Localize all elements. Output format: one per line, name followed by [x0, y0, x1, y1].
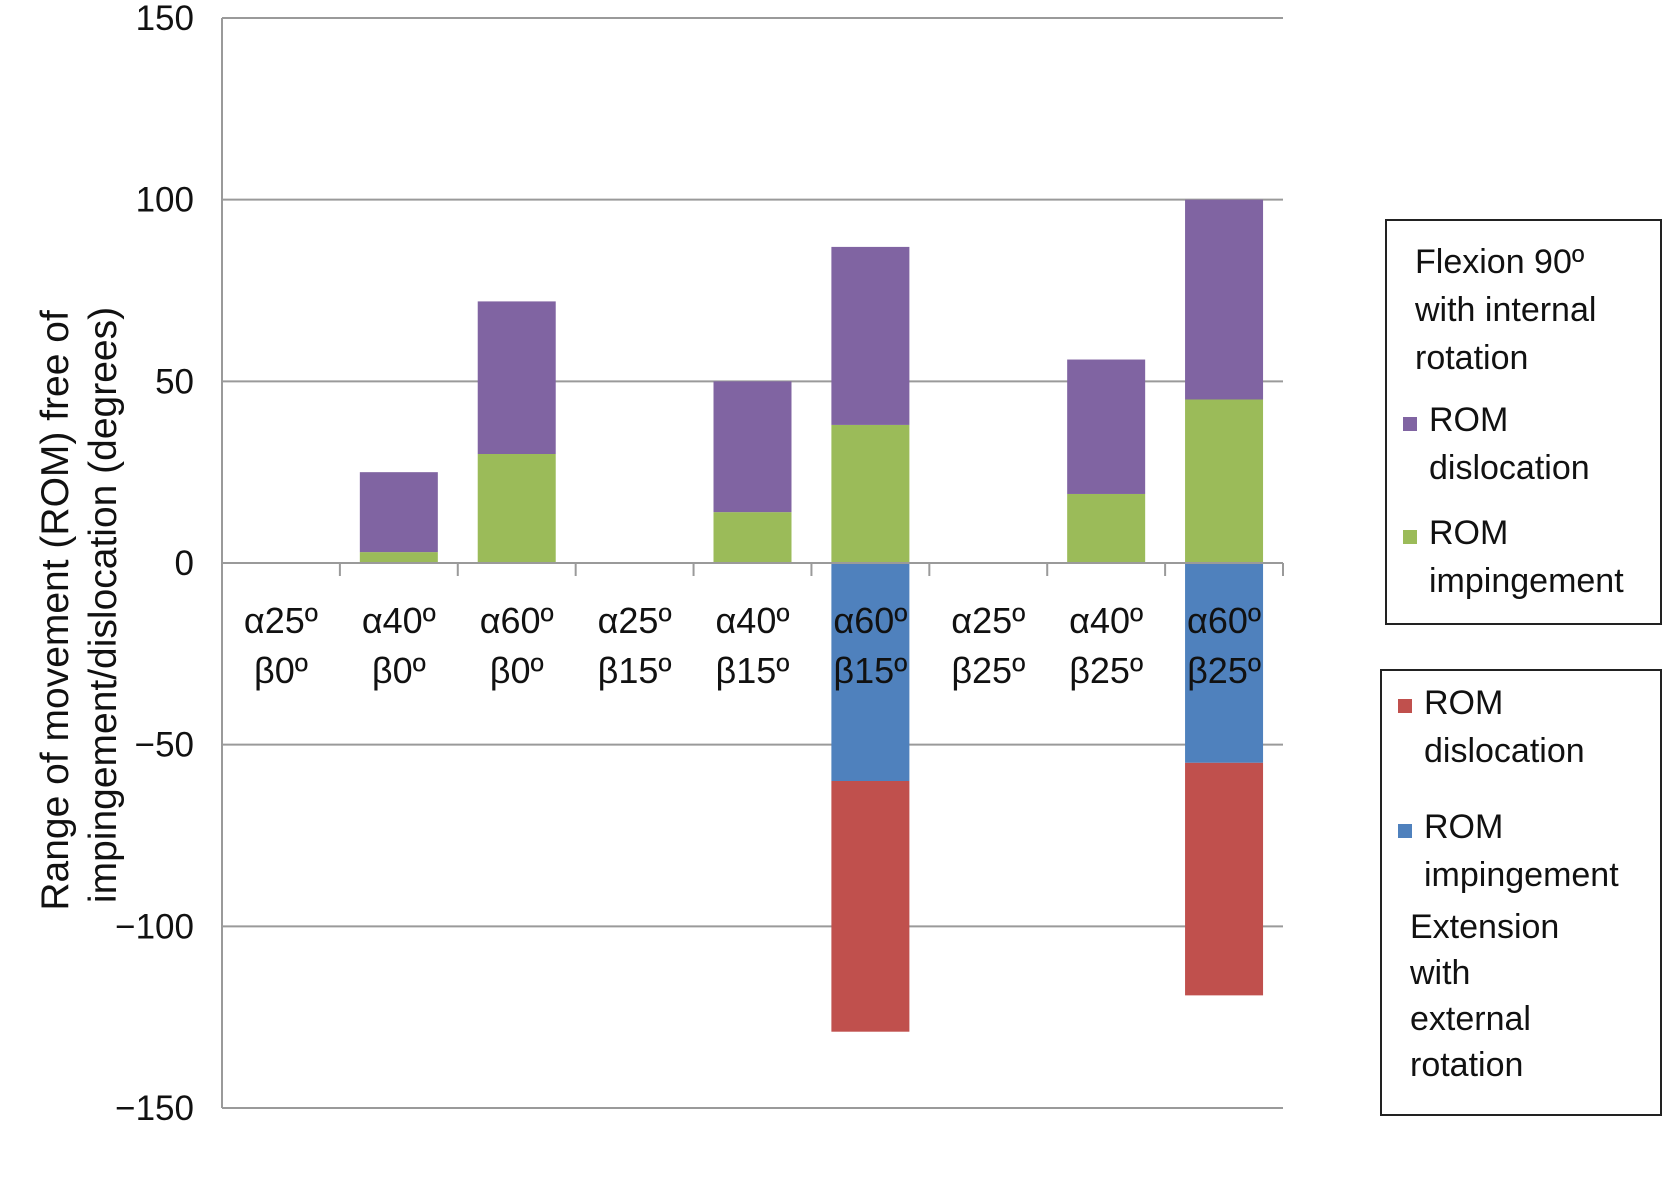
bar-segment	[1185, 199, 1264, 400]
legend-swatch-extension-dislocation	[1398, 699, 1412, 713]
legend-flexion-dislocation-label: ROM dislocation	[1429, 401, 1590, 487]
bar-segment	[1067, 493, 1146, 563]
y-tick-label: −150	[115, 1089, 194, 1128]
legend-swatch-flexion-impingement	[1403, 530, 1417, 544]
bar-segment	[831, 781, 910, 1032]
bar-segment	[1185, 563, 1264, 763]
category-label-line: α40º	[1069, 600, 1143, 641]
y-tick-label: −100	[115, 907, 194, 946]
category-label: α60º β15º	[833, 600, 907, 691]
y-tick-label: 0	[175, 544, 194, 583]
bar-segment	[1185, 762, 1264, 996]
category-label-line: β0º	[490, 650, 544, 691]
category-label-line: β15º	[833, 650, 907, 691]
category-label-line: α25º	[598, 600, 672, 641]
bar-segment	[831, 246, 910, 425]
category-label-line: α60º	[1187, 600, 1261, 641]
category-label-line: α25º	[951, 600, 1025, 641]
legend-flexion: Flexion 90º with internal rotation ROM d…	[1385, 219, 1662, 625]
category-label: α40º β0º	[362, 600, 436, 691]
legend-extension-dislocation-label: ROM dislocation	[1424, 684, 1585, 770]
category-label-line: β25º	[1187, 650, 1261, 691]
category-label-line: α60º	[833, 600, 907, 641]
bar-segment	[1067, 359, 1146, 494]
category-label: α25º β15º	[598, 600, 672, 691]
y-tick-label: 100	[136, 181, 194, 220]
y-axis-label: Range of movement (ROM) free of impingem…	[34, 299, 125, 910]
category-label-line: β0º	[254, 650, 308, 691]
legend-flexion-title: Flexion 90º with internal rotation	[1415, 243, 1597, 377]
bar-segment	[831, 424, 910, 563]
category-label-line: β25º	[1069, 650, 1143, 691]
y-axis-label-line-2: impingement/dislocation (degrees)	[82, 307, 125, 903]
category-label: α60º β25º	[1187, 600, 1261, 691]
legend-extension: ROM dislocation ROM impingement Extensio…	[1380, 669, 1662, 1116]
y-tick-label: 50	[155, 362, 194, 401]
category-label-line: β25º	[951, 650, 1025, 691]
y-tick-label: −50	[135, 726, 194, 765]
legend-swatch-extension-impingement	[1398, 824, 1412, 838]
legend-flexion-impingement-label: ROM impingement	[1429, 514, 1624, 600]
category-label: α40º β25º	[1069, 600, 1143, 691]
category-label-line: β15º	[716, 650, 790, 691]
category-label-line: α40º	[362, 600, 436, 641]
category-label-line: α40º	[715, 600, 789, 641]
category-label: α25º β25º	[951, 600, 1025, 691]
category-label: α60º β0º	[480, 600, 554, 691]
bar-segment	[831, 563, 910, 781]
bar-segment	[477, 301, 556, 454]
category-label-line: α60º	[480, 600, 554, 641]
bar-segment	[713, 381, 792, 513]
legend-extension-title: Extension with external rotation	[1410, 908, 1560, 1084]
category-label-line: β15º	[598, 650, 672, 691]
category-label-line: β0º	[372, 650, 426, 691]
bar-segment	[359, 472, 438, 553]
category-label-line: α25º	[244, 600, 318, 641]
category-label: α40º β15º	[715, 600, 789, 691]
bar-segment	[713, 512, 792, 563]
y-tick-label: 150	[136, 0, 194, 38]
legend-swatch-flexion-dislocation	[1403, 417, 1417, 431]
y-tick-labels: 150 100 50 0 −50 −100 −150	[115, 0, 194, 1128]
bar-segment	[477, 454, 556, 563]
bars	[359, 199, 1264, 1032]
category-label: α25º β0º	[244, 600, 318, 691]
axes	[221, 18, 1284, 1108]
bar-segment	[1185, 399, 1264, 563]
bar-segment	[359, 552, 438, 563]
y-axis-label-line-1: Range of movement (ROM) free of	[34, 310, 77, 911]
legend-extension-impingement-label: ROM impingement	[1424, 808, 1619, 894]
